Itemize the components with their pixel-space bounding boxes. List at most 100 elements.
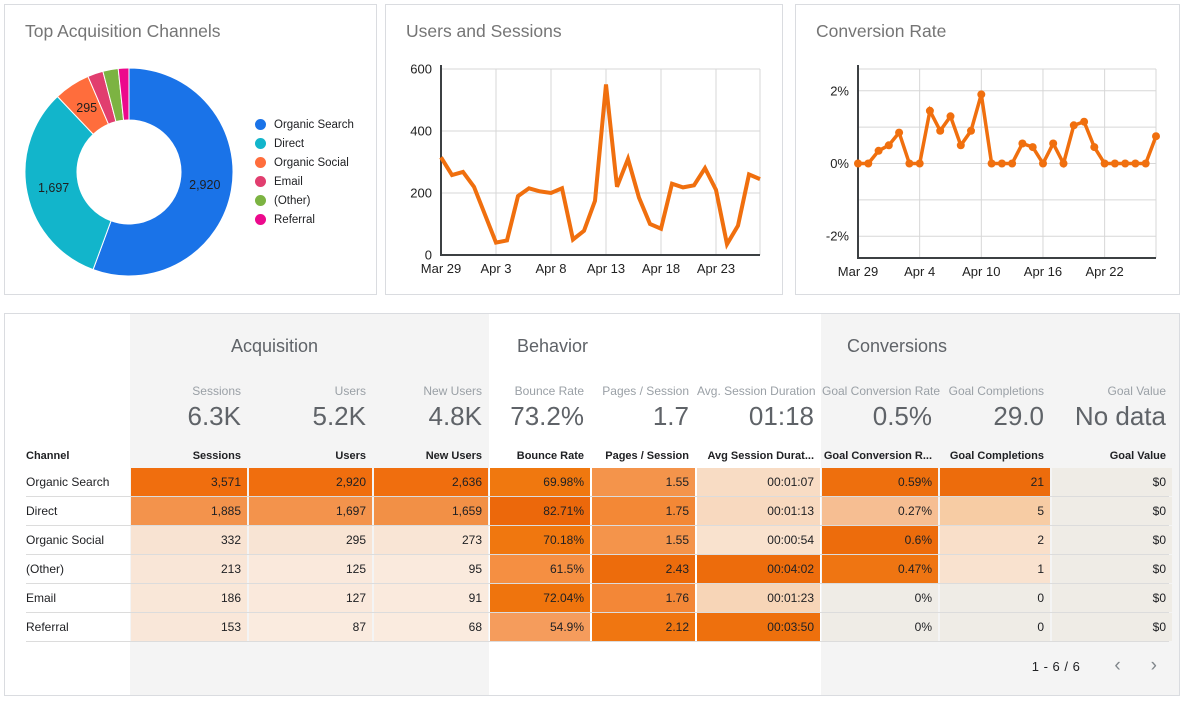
row-divider (26, 583, 1169, 584)
scorecard-label: Goal Completions (948, 384, 1044, 398)
column-header-avg-session-durat[interactable]: Avg Session Durat... (707, 450, 814, 462)
table-cell: 00:01:13 (697, 497, 820, 525)
scorecard-label: Goal Value (1107, 384, 1166, 398)
scorecard-bounce-rate: Bounce Rate 73.2% (490, 384, 590, 430)
table-row-organic-search: Organic Search 3,571 2,920 2,636 69.98% 1.55 0… (5, 468, 1179, 497)
table-cell: 1.75 (592, 497, 695, 525)
column-header-users[interactable]: Users (335, 450, 366, 462)
scorecard-label: Avg. Session Duration (697, 384, 816, 398)
table-row-direct: Direct 1,885 1,697 1,659 82.71% 1.75 00:01:13 0… (5, 497, 1179, 526)
y-tick-label: -2% (826, 229, 850, 244)
x-tick-label: Apr 23 (697, 261, 735, 276)
pagination-next-button[interactable]: › (1150, 655, 1157, 676)
data-point (925, 106, 934, 115)
group-header-conversions: Conversions (847, 336, 948, 356)
scorecard-value: 4.8K (428, 401, 483, 431)
table-cell: 0% (822, 584, 938, 612)
card-users-and-sessions: Users and Sessions 0 200 400 600 Mar 29 Apr 3… (385, 4, 783, 295)
x-tick-label: Apr 16 (1024, 264, 1062, 279)
scorecard-avg-session-duration: Avg. Session Duration 01:18 (697, 384, 820, 430)
scorecard-value: 29.0 (993, 401, 1044, 431)
table-cell: 00:01:23 (697, 584, 820, 612)
legend-label: Email (274, 175, 303, 188)
table-cell: $0 (1052, 526, 1172, 554)
data-point (864, 159, 873, 168)
column-header-bounce-rate[interactable]: Bounce Rate (516, 450, 584, 462)
card-title: Users and Sessions (406, 21, 562, 41)
table-cell: 186 (131, 584, 247, 612)
channel-cell: (Other) (26, 562, 65, 576)
legend-item-organic-social: Organic Social (255, 153, 354, 172)
table-cell: 0.47% (822, 555, 938, 583)
scorecard-label: Goal Conversion Rate (822, 384, 941, 398)
data-point (956, 141, 965, 150)
scorecard-users: Users 5.2K (249, 384, 372, 430)
table-cell: 2,920 (249, 468, 372, 496)
data-point (1049, 139, 1058, 148)
table-cell: 0 (940, 584, 1050, 612)
column-header-new-users[interactable]: New Users (425, 450, 482, 462)
data-point (1080, 117, 1089, 126)
table-row-referral: Referral 153 87 68 54.9% 2.12 00:03:50 0% 0 $0 (5, 613, 1179, 642)
column-header-goal-completions[interactable]: Goal Completions (949, 450, 1044, 462)
table-cell: 153 (131, 613, 247, 641)
data-point (1110, 159, 1119, 168)
channel-cell: Organic Social (26, 533, 105, 547)
column-header-goal-conversion-r[interactable]: Goal Conversion R... (823, 450, 932, 462)
data-point (1100, 159, 1109, 168)
data-point (1141, 159, 1150, 168)
donut-legend: Organic Search Direct Organic Social Email (… (255, 115, 354, 229)
table-cell: 91 (374, 584, 488, 612)
table-cell: 00:00:54 (697, 526, 820, 554)
legend-item-referral: Referral (255, 210, 354, 229)
x-tick-label: Apr 8 (535, 261, 566, 276)
donut-slice-organic-search (92, 67, 234, 277)
column-header-sessions[interactable]: Sessions (192, 450, 241, 462)
legend-color-dot (255, 119, 266, 130)
pagination-prev-button[interactable]: ‹ (1114, 655, 1121, 676)
scorecard-value: 73.2% (510, 401, 584, 431)
data-point (1039, 159, 1047, 168)
data-series-line (858, 93, 1158, 169)
column-header-pages-session[interactable]: Pages / Session (605, 450, 689, 462)
table-cell: 61.5% (490, 555, 590, 583)
card-top-acquisition-channels: Top Acquisition Channels Organic Search D… (4, 4, 377, 295)
column-header-goal-value[interactable]: Goal Value (1109, 450, 1166, 462)
donut-chart (24, 67, 234, 277)
table-cell: 127 (249, 584, 372, 612)
scorecard-label: New Users (423, 384, 482, 398)
column-header-channel[interactable]: Channel (26, 450, 70, 462)
data-point (1069, 121, 1078, 130)
table-cell: $0 (1052, 497, 1172, 525)
legend-item-email: Email (255, 172, 354, 191)
scorecard-label: Users (334, 384, 366, 398)
table-cell: 87 (249, 613, 372, 641)
data-point (1008, 159, 1017, 168)
table-cell: 213 (131, 555, 247, 583)
table-cell: 68 (374, 613, 488, 641)
table-cell: 273 (374, 526, 488, 554)
data-point (1059, 159, 1068, 168)
table-cell: 95 (374, 555, 488, 583)
data-point (915, 159, 924, 168)
scorecard-label: Pages / Session (602, 384, 689, 398)
legend-label: Direct (274, 137, 305, 150)
channel-cell: Email (26, 591, 57, 605)
data-point (997, 159, 1006, 168)
table-cell: 332 (131, 526, 247, 554)
table-cell: 1.76 (592, 584, 695, 612)
table-cell: 82.71% (490, 497, 590, 525)
data-series-line (439, 84, 761, 250)
scorecard-value: 5.2K (312, 401, 367, 431)
table-cell: 2.12 (592, 613, 695, 641)
table-cell: 2.43 (592, 555, 695, 583)
table-cell: 295 (249, 526, 372, 554)
table-cell: $0 (1052, 468, 1172, 496)
table-cell: 1,697 (249, 497, 372, 525)
group-header-acquisition: Acquisition (231, 336, 319, 356)
scorecard-pages-session: Pages / Session 1.7 (592, 384, 695, 430)
legend-color-dot (255, 157, 266, 168)
y-tick-label: 0% (830, 156, 849, 171)
data-point (884, 141, 893, 150)
